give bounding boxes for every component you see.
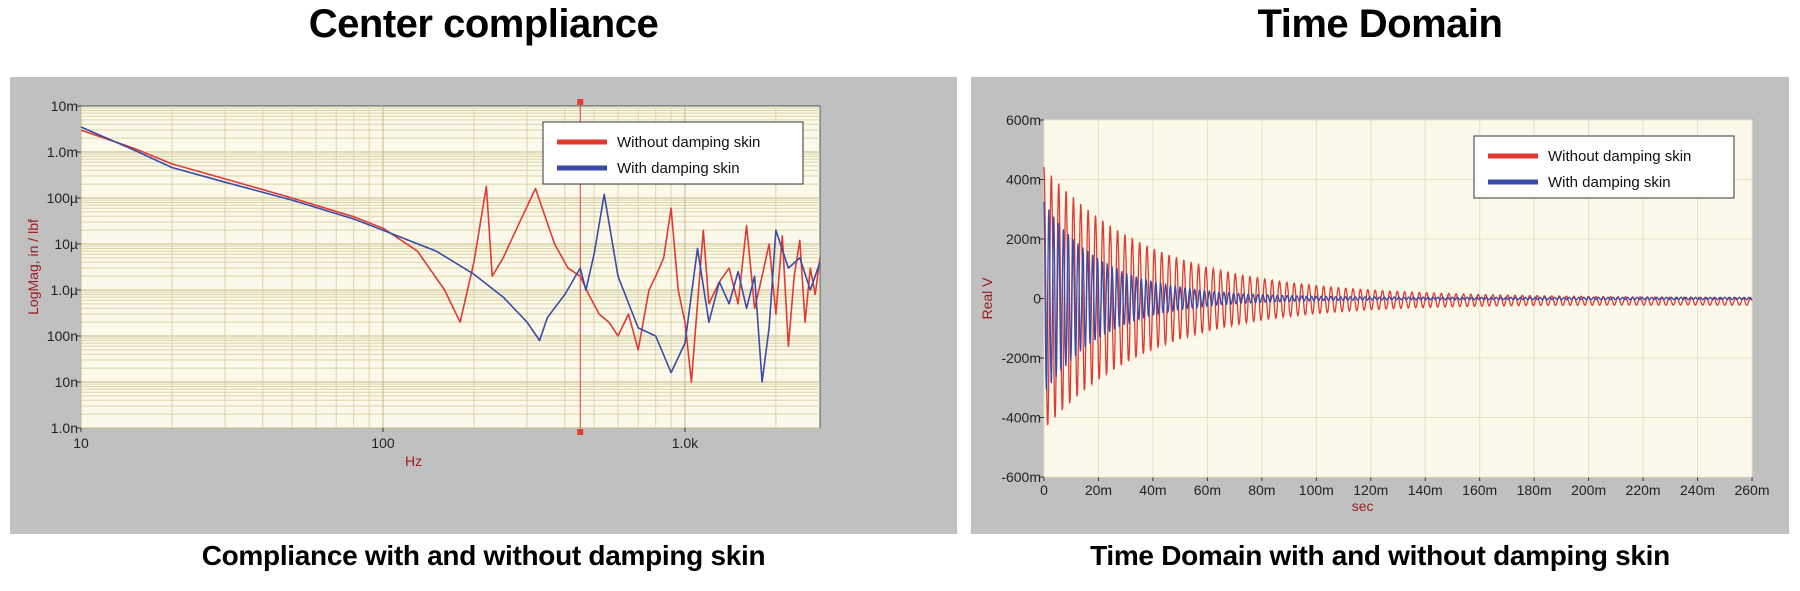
x-tick-label: 40m bbox=[1139, 482, 1166, 498]
time-domain-chart-panel: 0 20m 40m 60m 80m 100m 120m 140m 160m 180m 200m 220… bbox=[971, 77, 1789, 534]
x-tick-label: 120m bbox=[1353, 482, 1388, 498]
compliance-chart-panel: 10m 1.0m 100µ 10µ 1.0µ 100n 10n 1.0n 10 100 1.0k Hz… bbox=[10, 77, 957, 534]
y-tick-label: 400m bbox=[1006, 172, 1041, 188]
x-tick-label: 100m bbox=[1299, 482, 1334, 498]
x-tick-label: 80m bbox=[1248, 482, 1275, 498]
cursor-handle-bottom bbox=[577, 429, 584, 435]
x-tick-label: 0 bbox=[1040, 482, 1048, 498]
right-chart-title: Time Domain bbox=[1257, 2, 1503, 46]
y-tick-label: 10m bbox=[51, 98, 78, 114]
legend-box bbox=[1473, 135, 1735, 199]
y-tick-label: 200m bbox=[1006, 231, 1041, 247]
left-chart-title: Center compliance bbox=[308, 2, 659, 46]
y-tick-label: 10µ bbox=[54, 236, 78, 252]
y-axis-label: Real V bbox=[979, 277, 995, 320]
y-tick-label: 10n bbox=[55, 374, 78, 390]
x-tick-label: 260m bbox=[1734, 482, 1769, 498]
y-tick-label: 1.0µ bbox=[50, 282, 78, 298]
x-tick-label: 20m bbox=[1085, 482, 1112, 498]
series-with-damping-line bbox=[80, 126, 821, 383]
x-tick-label: 240m bbox=[1680, 482, 1715, 498]
y-tick-label: 1.0m bbox=[47, 144, 78, 160]
y-tick-label: -600m bbox=[1001, 469, 1041, 485]
y-tick-label: -200m bbox=[1001, 350, 1041, 366]
time-domain-chart: 0 20m 40m 60m 80m 100m 120m 140m 160m 180m 200m 220… bbox=[979, 112, 1770, 514]
legend-entry: With damping skin bbox=[617, 160, 740, 177]
x-tick-label: 60m bbox=[1194, 482, 1221, 498]
x-tick-label: 100 bbox=[371, 435, 395, 451]
legend-entry: With damping skin bbox=[1548, 174, 1671, 191]
y-axis-label: LogMag, in / lbf bbox=[25, 219, 41, 315]
x-tick-label: 140m bbox=[1408, 482, 1443, 498]
y-tick-label: 100n bbox=[47, 328, 78, 344]
legend-entry: Without damping skin bbox=[1548, 148, 1691, 165]
series-without-damping-line bbox=[80, 129, 821, 383]
x-tick-label: 1.0k bbox=[672, 435, 699, 451]
y-tick-label: 100µ bbox=[47, 190, 78, 206]
y-tick-label: 0 bbox=[1033, 291, 1041, 307]
y-tick-label: 600m bbox=[1006, 112, 1041, 128]
y-tick-label: -400m bbox=[1001, 410, 1041, 426]
legend-box bbox=[542, 121, 804, 185]
legend-entry: Without damping skin bbox=[617, 134, 760, 151]
y-tick-label: 1.0n bbox=[51, 420, 78, 436]
x-axis-label: sec bbox=[1352, 498, 1374, 514]
x-tick-label: 200m bbox=[1571, 482, 1606, 498]
x-axis-label: Hz bbox=[405, 453, 422, 469]
x-tick-label: 160m bbox=[1462, 482, 1497, 498]
series-with-damping-line bbox=[1043, 202, 1753, 392]
cursor-handle-top bbox=[577, 99, 584, 105]
x-tick-label: 180m bbox=[1517, 482, 1552, 498]
x-tick-label: 220m bbox=[1626, 482, 1661, 498]
right-chart-caption: Time Domain with and without damping ski… bbox=[1090, 540, 1670, 571]
x-tick-label: 10 bbox=[73, 435, 89, 451]
left-chart-caption: Compliance with and without damping skin bbox=[201, 540, 766, 571]
